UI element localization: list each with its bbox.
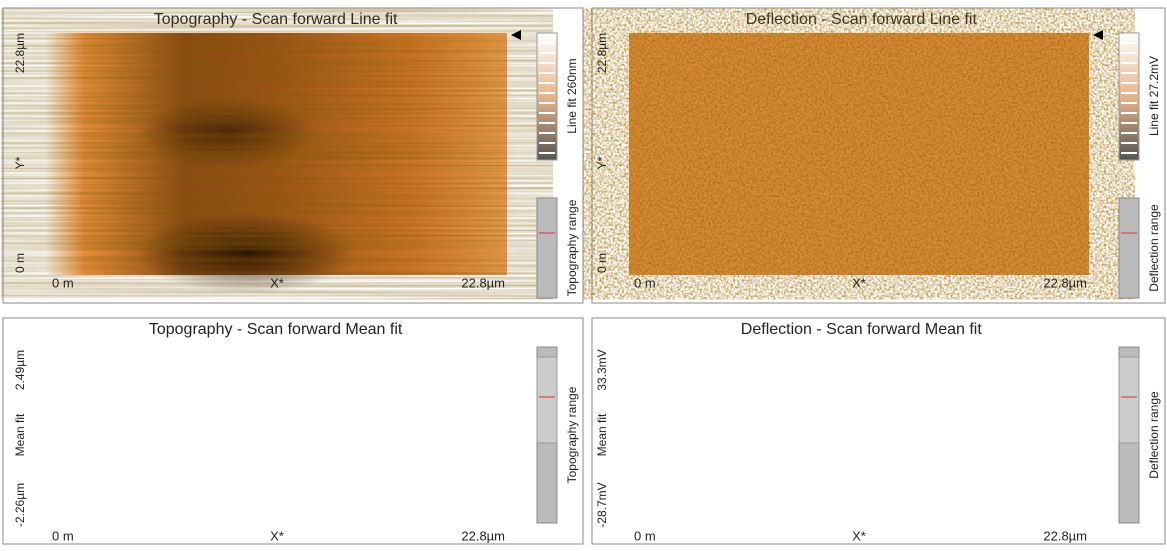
scale-label: Deflection range bbox=[1147, 204, 1161, 292]
afm-window: Topography - Scan forward Line fit 22.8µm… bbox=[0, 0, 1167, 546]
y-axis-label: Mean fit bbox=[13, 413, 27, 456]
panel-frame bbox=[592, 318, 1165, 544]
panel: Deflection - Scan forward Line fit 22.8µm… bbox=[592, 8, 1165, 303]
panel-title: Deflection - Scan forward Mean fit bbox=[741, 321, 983, 338]
y-axis-label: 22.8µm bbox=[13, 33, 27, 73]
x-axis-label: X* bbox=[852, 275, 866, 290]
x-axis-label: 22.8µm bbox=[1043, 275, 1087, 290]
range-bar bbox=[537, 198, 557, 298]
scale-label: Topography range bbox=[565, 199, 579, 296]
range-bar bbox=[1119, 198, 1139, 298]
panel-title: Topography - Scan forward Mean fit bbox=[149, 321, 403, 338]
range-window bbox=[1119, 357, 1139, 443]
x-axis-label: 0 m bbox=[634, 528, 656, 543]
x-axis-label: X* bbox=[852, 528, 866, 543]
x-axis-label: 22.8µm bbox=[461, 275, 505, 290]
x-axis-label: X* bbox=[270, 275, 284, 290]
x-axis-label: 0 m bbox=[52, 528, 74, 543]
panel: Topography - Scan forward Line fit 22.8µm… bbox=[3, 8, 583, 303]
scale-label: Topography range bbox=[565, 386, 579, 483]
scale-label: Line fit 27.2mV bbox=[1147, 56, 1161, 136]
y-axis-label: Mean fit bbox=[595, 413, 609, 456]
x-axis-label: X* bbox=[270, 528, 284, 543]
panel: Topography - Scan forward Mean fit 2.49µm… bbox=[3, 318, 583, 544]
texture bbox=[629, 33, 1089, 275]
x-axis-label: 22.8µm bbox=[1043, 528, 1087, 543]
y-axis-label: 22.8µm bbox=[595, 33, 609, 73]
y-axis-label: -28.7mV bbox=[595, 482, 609, 527]
x-axis-label: 0 m bbox=[52, 275, 74, 290]
y-axis-label: 0 m bbox=[13, 253, 27, 273]
panel: Deflection - Scan forward Mean fit 33.3mV… bbox=[592, 318, 1165, 544]
panel-title: Deflection - Scan forward Line fit bbox=[746, 11, 978, 28]
y-axis-label: -2.26µm bbox=[13, 483, 27, 527]
streaks bbox=[47, 33, 507, 275]
y-axis-label: 0 m bbox=[595, 253, 609, 273]
scale-label: Line fit 260nm bbox=[565, 58, 579, 133]
x-axis-label: 22.8µm bbox=[461, 528, 505, 543]
y-axis-label: 2.49µm bbox=[13, 350, 27, 390]
x-axis-label: 0 m bbox=[634, 275, 656, 290]
y-axis-label: 33.3mV bbox=[595, 349, 609, 390]
scale-label: Deflection range bbox=[1147, 391, 1161, 479]
range-window bbox=[537, 357, 557, 443]
y-axis-label: Y* bbox=[595, 156, 609, 169]
y-axis-label: Y* bbox=[13, 156, 27, 169]
panel-frame bbox=[3, 318, 583, 544]
panel-title: Topography - Scan forward Line fit bbox=[154, 11, 398, 28]
